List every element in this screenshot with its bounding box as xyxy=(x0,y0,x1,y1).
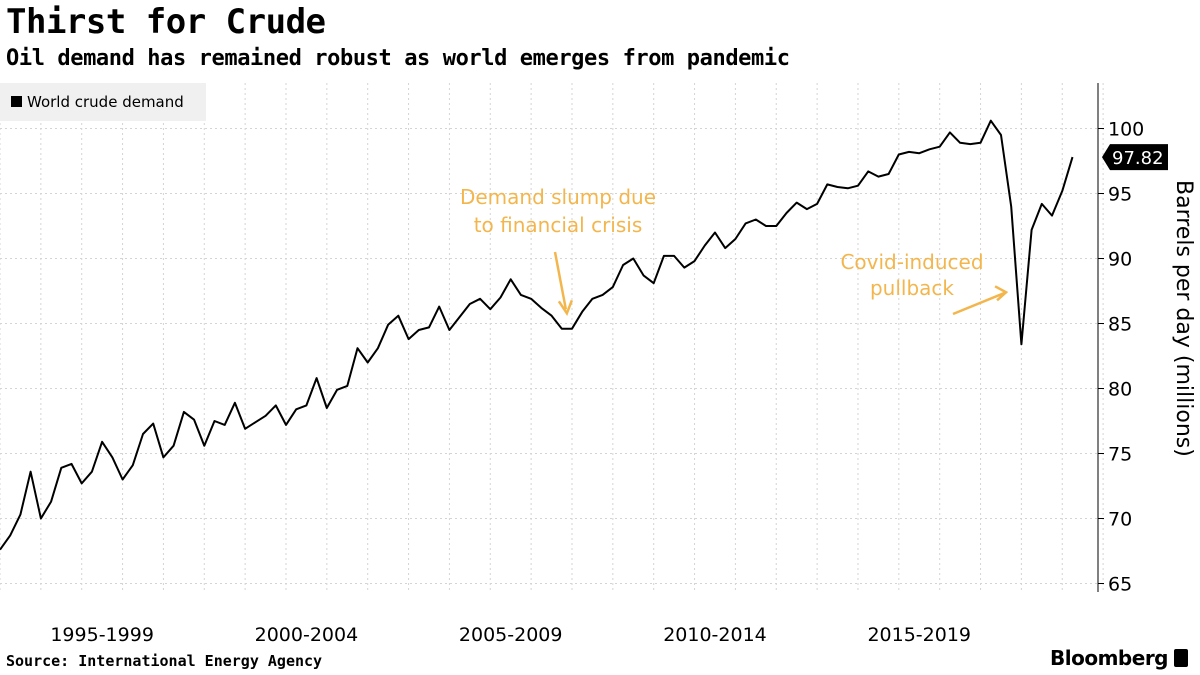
x-tick-labels: 1995-1999 2000-2004 2005-2009 2010-2014 2015… xyxy=(50,624,971,646)
legend-entry-world-crude-demand: World crude demand xyxy=(27,93,184,111)
x-tick-label: 2015-2019 xyxy=(867,624,971,646)
annotation-arrowhead-covid xyxy=(994,285,1009,302)
legend-background xyxy=(0,83,206,121)
brand-name: Bloomberg xyxy=(1050,646,1168,670)
bloomberg-terminal-icon xyxy=(1174,649,1188,667)
y-tick-label: 70 xyxy=(1108,509,1132,531)
annotation-arrow-financial-crisis xyxy=(553,251,568,310)
last-value-label: 97.82 xyxy=(1112,148,1164,169)
annotation-text-financial-crisis: Demand slump due xyxy=(460,185,656,209)
chart-title: Thirst for Crude xyxy=(6,2,326,42)
x-tick-label: 2005-2009 xyxy=(459,624,563,646)
legend-swatch xyxy=(11,96,22,107)
y-tick-label: 95 xyxy=(1108,184,1132,206)
y-tick-label: 80 xyxy=(1108,379,1132,401)
legend: World crude demand xyxy=(0,83,206,121)
y-tick-label: 75 xyxy=(1108,444,1132,466)
y-tick-label: 85 xyxy=(1108,314,1132,336)
annotation-text-covid: pullback xyxy=(870,276,954,300)
last-value-badge-shape xyxy=(1102,144,1168,171)
y-tick-label: 90 xyxy=(1108,249,1132,271)
y-tick-label: 65 xyxy=(1108,574,1132,596)
x-tick-label: 1995-1999 xyxy=(50,624,154,646)
annotation-text-covid: Covid-induced xyxy=(840,250,983,274)
source-note: Source: International Energy Agency xyxy=(6,652,323,670)
brand-logo: Bloomberg xyxy=(1050,646,1188,670)
plot-area xyxy=(0,83,1098,590)
y-axis-label: Barrels per day (millions) xyxy=(1171,180,1196,457)
last-value-badge: 97.82 xyxy=(1102,144,1168,171)
y-tick-label: 100 xyxy=(1108,119,1144,141)
gridlines xyxy=(0,83,1104,590)
annotation-arrow-covid xyxy=(952,291,1007,316)
series-line-world-crude-demand xyxy=(0,119,1074,551)
annotation-text-financial-crisis: to financial crisis xyxy=(474,213,643,237)
annotation-arrowhead-financial-crisis xyxy=(557,299,574,317)
x-tick-label: 2010-2014 xyxy=(663,624,767,646)
x-tick-label: 2000-2004 xyxy=(255,624,359,646)
annotations: Demand slump due to financial crisis Covid… xyxy=(460,185,1009,317)
y-tick-labels: 65 70 75 80 85 90 95 100 xyxy=(1098,119,1144,596)
chart-subtitle: Oil demand has remained robust as world … xyxy=(6,46,790,71)
